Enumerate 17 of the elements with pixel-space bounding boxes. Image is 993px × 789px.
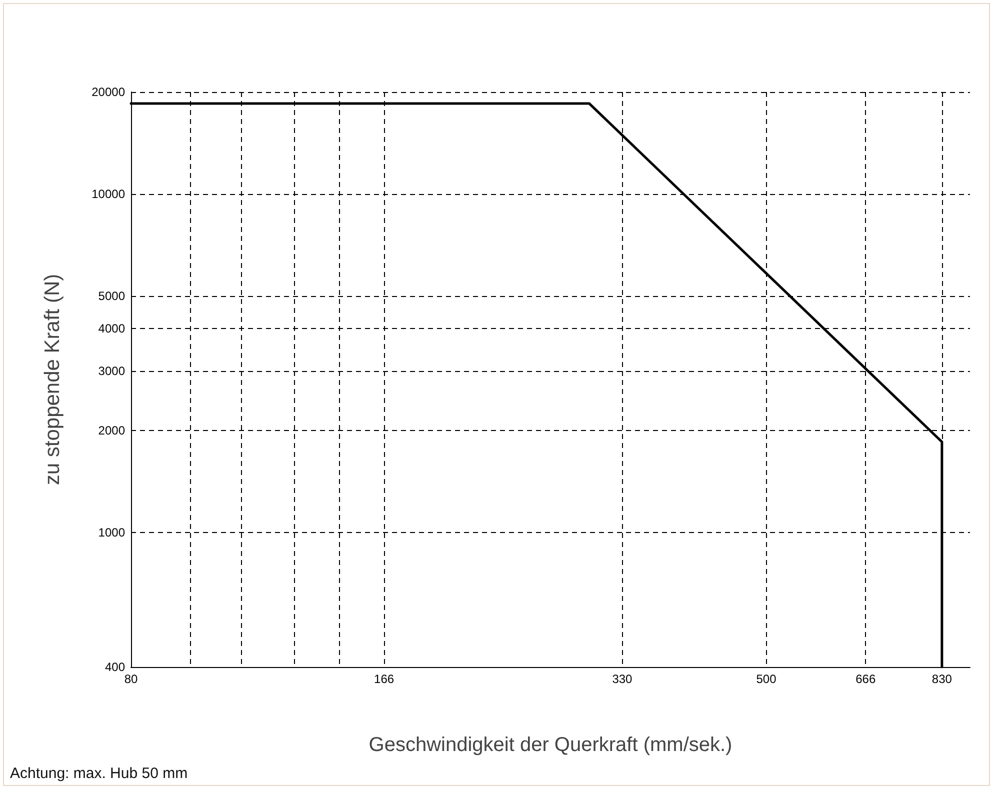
x-tick-label: 500 (756, 672, 777, 686)
y-axis-title: zu stoppende Kraft (N) (41, 274, 64, 486)
x-axis-title: Geschwindigkeit der Querkraft (mm/sek.) (368, 734, 732, 756)
x-tick-label: 80 (124, 672, 138, 686)
x-tick-label: 166 (374, 672, 394, 686)
x-tick-label: 666 (856, 672, 876, 686)
y-tick-label: 10000 (92, 186, 126, 201)
y-tick-label: 2000 (98, 423, 126, 438)
x-tick-label: 830 (932, 672, 952, 686)
y-tick-label: 4000 (98, 322, 126, 336)
y-tick-label: 20000 (92, 85, 126, 99)
x-tick-label: 330 (612, 672, 633, 686)
y-tick-label: 400 (104, 660, 126, 674)
y-tick-label: 5000 (98, 288, 126, 303)
y-tick-label: 3000 (98, 364, 126, 378)
text: Achtung: max. Hub 50 mm (10, 765, 188, 782)
y-tick-label: 1000 (98, 525, 126, 540)
